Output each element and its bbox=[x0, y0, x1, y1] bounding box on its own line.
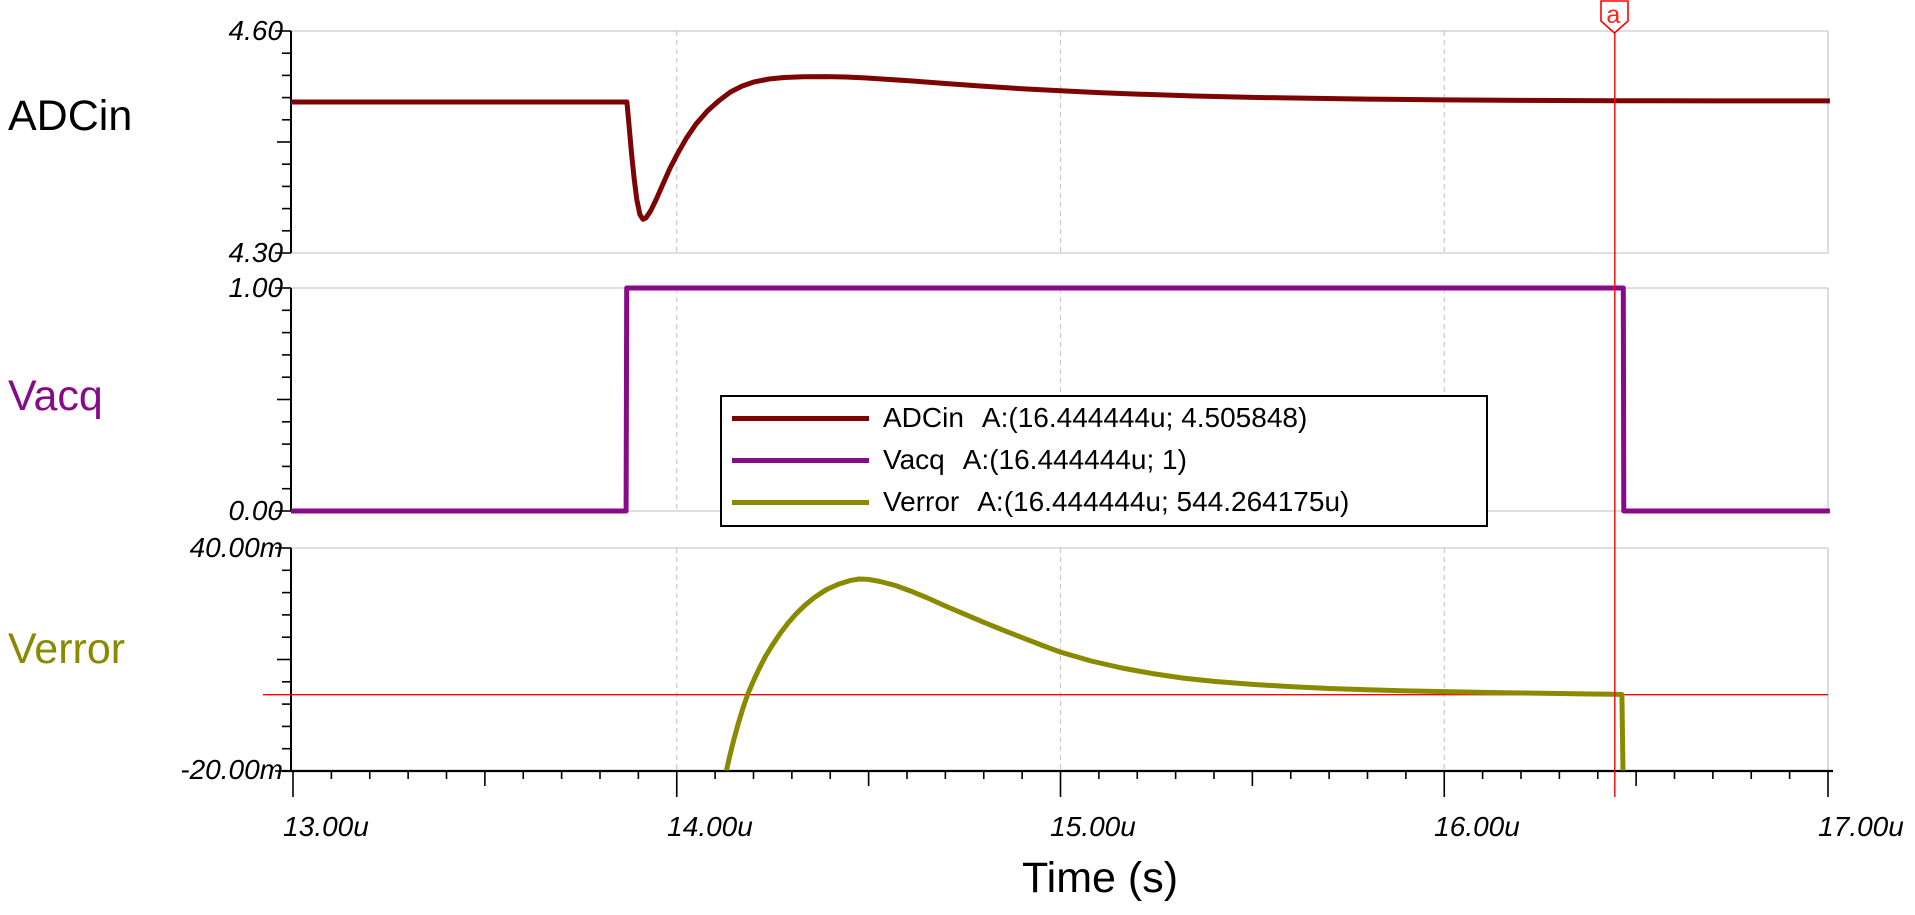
xtick-17u: 17.00u bbox=[1818, 811, 1904, 842]
ytick-adcin-top: 4.60 bbox=[228, 15, 284, 46]
panel-label-vacq: Vacq bbox=[8, 372, 103, 420]
legend-row-vacq: Vacq A:(16.444444u; 1) bbox=[732, 439, 1486, 481]
ytick-verror-top: 40.00m bbox=[189, 532, 283, 563]
ytick-vacq-top: 1.00 bbox=[228, 272, 284, 303]
xtick-14u: 14.00u bbox=[667, 811, 753, 842]
x-axis-title: Time (s) bbox=[1021, 854, 1179, 902]
legend-series-name: Verror bbox=[883, 486, 960, 517]
legend-cursor-value: A:(16.444444u; 4.505848) bbox=[981, 402, 1308, 433]
legend-row-verror: Verror A:(16.444444u; 544.264175u) bbox=[732, 481, 1486, 523]
panel-label-verror: Verror bbox=[8, 625, 126, 673]
legend-cursor-value: A:(16.444444u; 544.264175u) bbox=[977, 486, 1350, 517]
cursor-flag-shape bbox=[1600, 0, 1630, 35]
legend-row-adcin: ADCin A:(16.444444u; 4.505848) bbox=[732, 397, 1486, 439]
cursor-flag-label: a bbox=[1606, 1, 1621, 29]
ytick-adcin-bottom: 4.30 bbox=[228, 237, 284, 268]
ytick-verror-bottom: -20.00m bbox=[180, 754, 283, 785]
trace-adcin[interactable] bbox=[291, 74, 1830, 222]
xtick-16u: 16.00u bbox=[1434, 811, 1520, 842]
ytick-vacq-bottom: 0.00 bbox=[228, 495, 284, 526]
verror-line-swatch bbox=[732, 499, 869, 505]
cursor-legend-box[interactable]: ADCin A:(16.444444u; 4.505848) Vacq A:(1… bbox=[720, 395, 1488, 527]
legend-series-name: ADCin bbox=[883, 402, 964, 433]
trace-verror[interactable] bbox=[723, 576, 1626, 778]
vacq-line-swatch bbox=[732, 457, 869, 463]
xtick-15u: 15.00u bbox=[1050, 811, 1136, 842]
legend-cursor-value: A:(16.444444u; 1) bbox=[962, 444, 1187, 475]
legend-series-name: Vacq bbox=[883, 444, 945, 475]
adcin-line-swatch bbox=[732, 415, 869, 421]
trace-vacq[interactable] bbox=[291, 285, 1830, 514]
cursor-a-flag[interactable]: a bbox=[1597, 0, 1633, 36]
xtick-13u: 13.00u bbox=[283, 811, 369, 842]
panel-label-adcin: ADCin bbox=[8, 92, 133, 140]
